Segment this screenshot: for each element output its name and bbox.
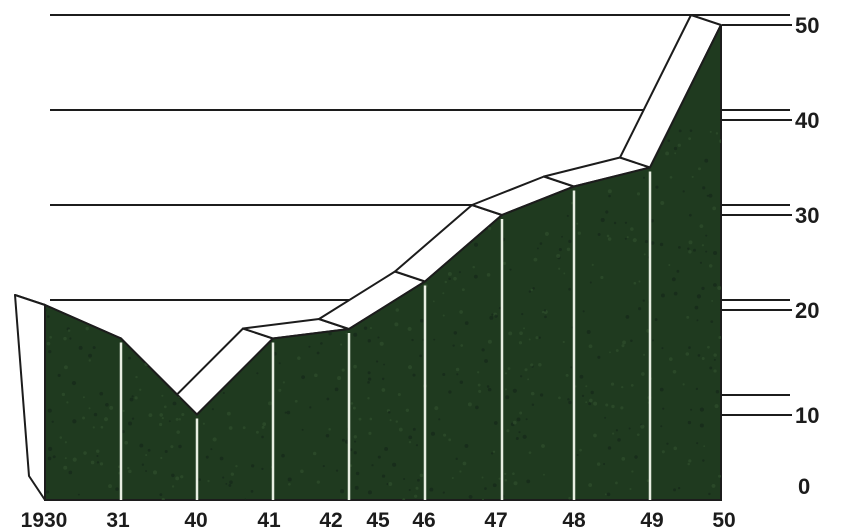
x-category-label-47: 47 [484,509,507,532]
x-category-label-45: 45 [366,509,390,532]
x-axis-category-labels: 1930 31 40 41 42 45 46 47 48 49 50 [21,509,736,532]
y-tick-label-0: 0 [798,474,810,499]
x-category-label-1930: 1930 [21,509,68,532]
y-tick-label-10: 10 [795,403,819,428]
y-tick-label-20: 20 [795,298,819,323]
front-area-face [44,24,722,501]
x-category-label-50: 50 [712,509,735,532]
y-tick-label-50: 50 [795,13,819,38]
y-axis-tick-labels: 0 10 20 30 40 50 [795,13,819,499]
x-category-label-48: 48 [562,509,586,532]
y-tick-label-30: 30 [795,203,819,228]
year-dividers [119,171,652,500]
x-category-label-49: 49 [640,509,663,532]
left-side-face [14,294,46,501]
y-tick-label-40: 40 [795,108,819,133]
x-category-label-46: 46 [412,509,435,532]
x-category-label-41: 41 [257,509,281,532]
x-category-label-40: 40 [184,509,207,532]
x-category-label-42: 42 [319,509,342,532]
right-tick-marks [722,24,792,416]
x-category-label-31: 31 [106,509,130,532]
